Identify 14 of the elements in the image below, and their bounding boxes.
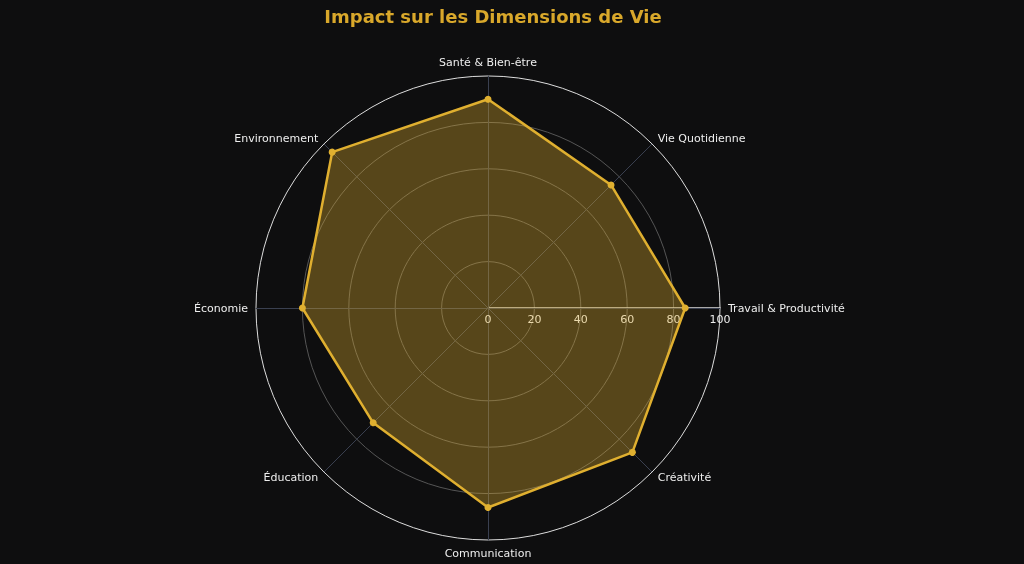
chart-title: Impact sur les Dimensions de Vie — [324, 5, 662, 27]
spoke-label: Économie — [194, 301, 249, 315]
spoke-label: Éducation — [263, 471, 319, 485]
y-tick-label: 80 — [666, 313, 681, 326]
y-tick-label: 20 — [527, 313, 542, 326]
y-tick-label: 60 — [620, 313, 635, 326]
spoke-label: Créativité — [657, 471, 712, 485]
y-tick-label: 0 — [484, 313, 492, 326]
spoke-label: Environnement — [234, 131, 319, 145]
spoke-label: Vie Quotidienne — [657, 131, 746, 145]
y-tick-label: 40 — [573, 313, 588, 326]
spoke-label: Communication — [444, 547, 532, 560]
spoke-label: Travail & Productivité — [727, 301, 845, 315]
spoke-label: Santé & Bien-être — [439, 56, 538, 69]
